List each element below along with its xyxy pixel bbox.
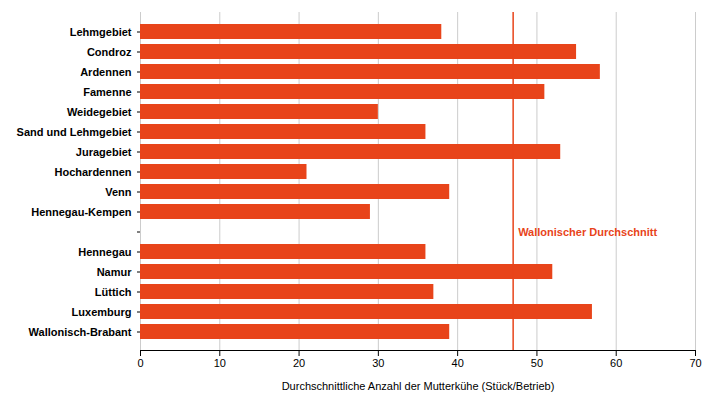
svg-text:Wallonischer Durchschnitt: Wallonischer Durchschnitt [518,226,657,238]
svg-text:Hennegau: Hennegau [78,246,131,258]
svg-text:Weidegebiet: Weidegebiet [67,106,132,118]
svg-text:Namur: Namur [97,266,133,278]
svg-text:40: 40 [452,357,464,369]
svg-text:Durchschnittliche Anzahl der M: Durchschnittliche Anzahl der Mutterkühe … [282,380,555,392]
svg-text:60: 60 [610,357,622,369]
svg-text:Hennegau-Kempen: Hennegau-Kempen [31,206,132,218]
svg-text:Luxemburg: Luxemburg [72,306,132,318]
svg-text:Condroz: Condroz [87,46,132,58]
svg-text:Wallonisch-Brabant: Wallonisch-Brabant [29,326,132,338]
svg-text:Juragebiet: Juragebiet [76,146,132,158]
svg-text:Hochardennen: Hochardennen [54,166,131,178]
svg-text:Lehmgebiet: Lehmgebiet [70,26,132,38]
svg-text:Ardennen: Ardennen [80,66,132,78]
svg-text:Famenne: Famenne [83,86,131,98]
svg-text:Venn: Venn [105,186,132,198]
svg-text:10: 10 [214,357,226,369]
svg-text:50: 50 [531,357,543,369]
svg-text:70: 70 [689,357,701,369]
svg-text:Sand und Lehmgebiet: Sand und Lehmgebiet [17,126,132,138]
svg-text:Lüttich: Lüttich [95,286,132,298]
svg-text:30: 30 [372,357,384,369]
svg-text:0: 0 [137,357,143,369]
svg-text:20: 20 [293,357,305,369]
